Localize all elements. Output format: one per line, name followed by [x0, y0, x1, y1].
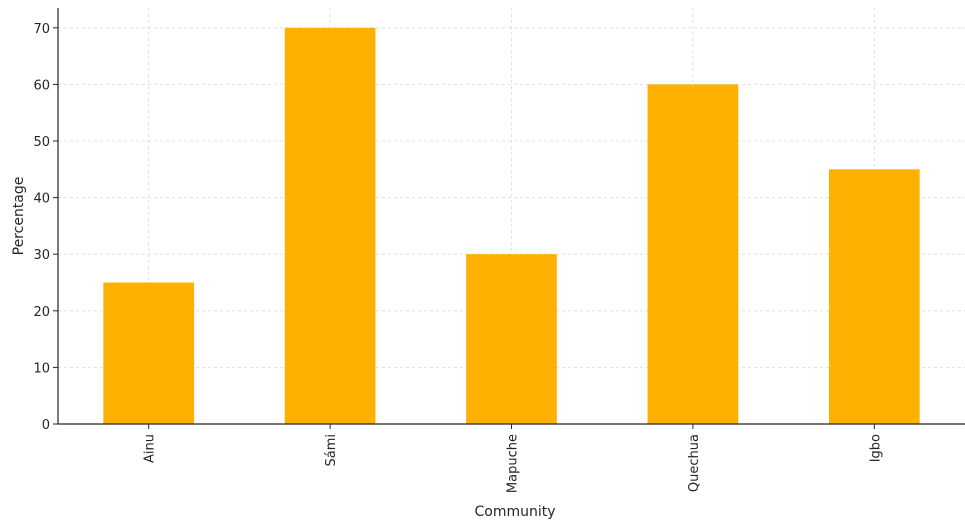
- bar-igbo: [828, 169, 920, 424]
- y-tick-label: 60: [33, 78, 50, 93]
- x-axis-title: Community: [474, 504, 555, 520]
- x-tick-label: Ainu: [143, 434, 158, 463]
- bars-layer: [103, 27, 920, 425]
- y-axis-title: Percentage: [11, 177, 27, 256]
- axes-layer: 0 10 20 30 40 50 60 70 Ainu Sámi Mapuche Quechua Igb…: [33, 8, 965, 493]
- bar-sámi: [284, 27, 376, 425]
- y-tick-label: 20: [33, 305, 50, 320]
- x-tick-label: Mapuche: [506, 434, 521, 493]
- x-tick-label: Igbo: [868, 434, 883, 462]
- bar-ainu: [103, 282, 195, 424]
- y-tick-label: 50: [33, 135, 50, 150]
- x-tick-label: Quechua: [687, 434, 702, 492]
- y-tick-label: 0: [42, 418, 50, 433]
- y-tick-label: 10: [33, 361, 50, 376]
- bar-quechua: [647, 84, 739, 424]
- y-tick-label: 40: [33, 192, 50, 207]
- y-tick-label: 30: [33, 248, 50, 263]
- x-tick-label: Sámi: [324, 434, 339, 467]
- grid-layer: [58, 8, 965, 424]
- y-tick-label: 70: [33, 22, 50, 37]
- bar-mapuche: [466, 254, 557, 424]
